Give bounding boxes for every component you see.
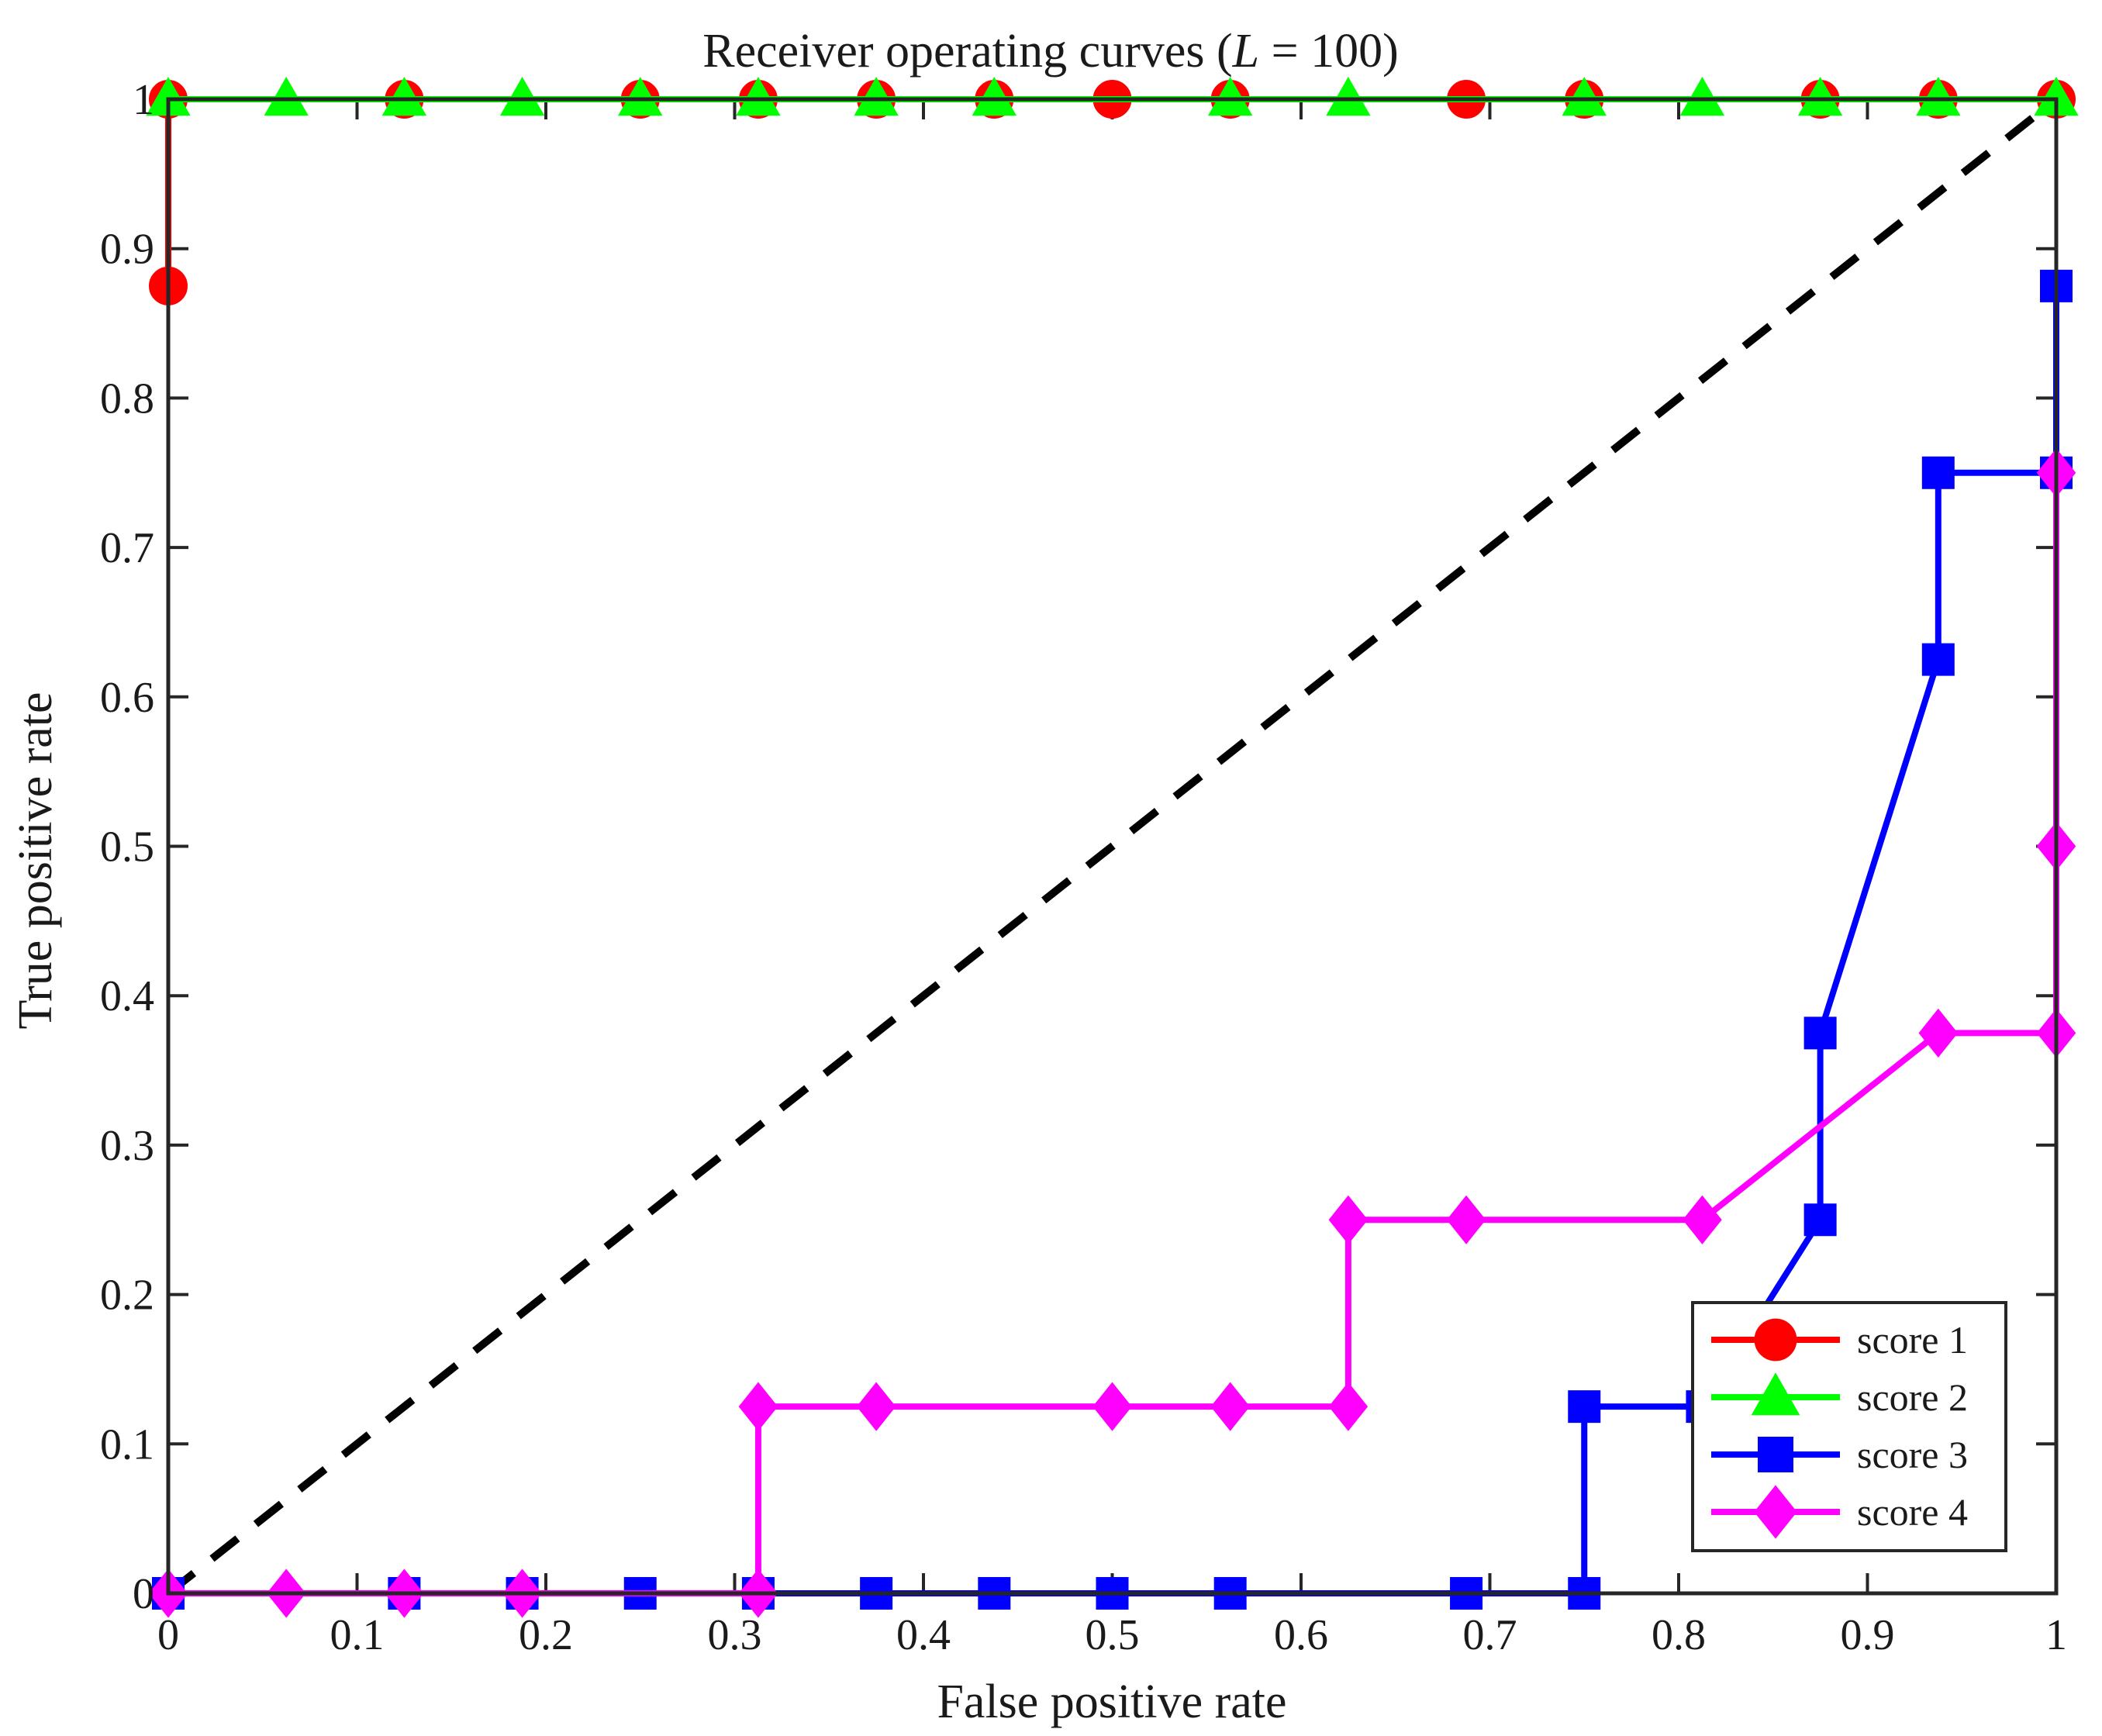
legend-label: score 4 (1857, 1490, 1968, 1534)
x-tick-label: 0.2 (519, 1611, 573, 1659)
legend-item: score 3 (1711, 1433, 1968, 1476)
reference-line (165, 96, 2059, 1596)
y-tick-label: 0.2 (100, 1272, 154, 1320)
data-point (736, 76, 781, 116)
y-tick-label: 0.3 (100, 1122, 154, 1170)
y-tick-label: 0.4 (100, 972, 154, 1020)
data-point (1568, 1390, 1601, 1424)
data-point (1797, 76, 1843, 116)
x-tick-label: 0.4 (896, 1611, 951, 1659)
data-point (499, 76, 545, 116)
data-point (1921, 456, 1955, 489)
y-tick-label: 0.6 (100, 674, 154, 722)
legend-item: score 1 (1711, 1318, 1968, 1362)
data-point (618, 76, 663, 116)
data-point (1679, 76, 1725, 116)
x-tick-label: 0.3 (708, 1611, 762, 1659)
y-tick-label: 0.5 (100, 823, 154, 871)
legend-marker (1758, 1437, 1793, 1472)
legend-marker (1754, 1485, 1797, 1539)
x-tick-label: 0.9 (1841, 1611, 1895, 1659)
data-point (972, 76, 1017, 116)
data-point (1562, 76, 1607, 116)
x-tick-labels: 0 0.1 0.2 0.3 0.4 0.5 0.6 0.7 0.8 0.9 1 (157, 1611, 2067, 1659)
data-point (854, 76, 899, 116)
legend-item: score 4 (1711, 1485, 1968, 1539)
y-tick-label: 0.7 (100, 524, 154, 572)
reference-diagonal (165, 96, 2059, 1596)
plot-frame (166, 97, 2059, 1596)
legend-label: score 1 (1857, 1318, 1968, 1362)
legend-marker (1751, 1372, 1800, 1416)
data-point (1207, 76, 1253, 116)
data-point (1683, 1195, 1722, 1244)
data-point (381, 76, 427, 116)
y-tick-labels: 0 0.1 0.2 0.3 0.4 0.5 0.6 0.7 0.8 0.9 1 (100, 76, 154, 1618)
x-tick-label: 0.7 (1463, 1611, 1517, 1659)
data-point (264, 76, 309, 116)
legend-label: score 2 (1857, 1375, 1968, 1419)
x-tick-label: 1 (2045, 1611, 2067, 1659)
legend-label: score 3 (1857, 1433, 1968, 1476)
x-tick-label: 0.5 (1086, 1611, 1140, 1659)
data-point (738, 1382, 778, 1431)
x-tick-label: 0.6 (1274, 1611, 1328, 1659)
x-tick-label: 0 (157, 1611, 179, 1659)
data-point (856, 1382, 896, 1431)
y-tick-label: 1 (133, 76, 154, 124)
data-point (1210, 1382, 1250, 1431)
chart-title: Receiver operating curves (L = 100) (702, 25, 1399, 78)
y-tick-label: 0 (133, 1570, 154, 1618)
data-point (1921, 643, 1955, 676)
data-point (1328, 1195, 1369, 1244)
data-point (1803, 1016, 1837, 1050)
x-tick-label: 0.8 (1652, 1611, 1706, 1659)
data-point (1916, 76, 1961, 116)
data-point (1918, 1008, 1959, 1058)
y-tick-label: 0.8 (100, 374, 154, 423)
data-point (1446, 1195, 1486, 1244)
y-axis-label: True positive rate (9, 692, 62, 1029)
y-tick-label: 0.1 (100, 1420, 154, 1469)
data-point (1326, 76, 1371, 116)
data-point (1328, 1382, 1369, 1431)
legend-item: score 2 (1711, 1372, 1968, 1419)
legend-marker (1754, 1318, 1797, 1362)
y-tick-label: 0.9 (100, 226, 154, 274)
data-point (1092, 1382, 1132, 1431)
x-axis-label: False positive rate (937, 1676, 1286, 1728)
data-point (1803, 1203, 1837, 1237)
x-tick-label: 0.1 (330, 1611, 385, 1659)
legend: score 1 score 2 score 3 score 4 (1691, 1301, 2007, 1552)
